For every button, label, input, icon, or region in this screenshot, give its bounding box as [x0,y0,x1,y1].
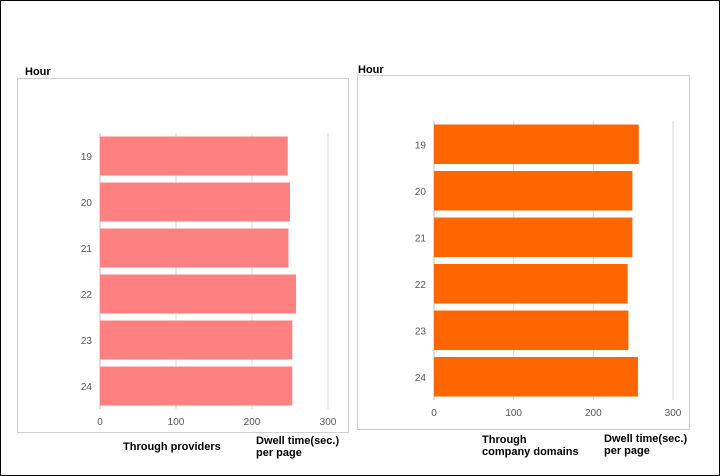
right-y-tick-label: 24 [415,373,427,384]
right-x-axis-title: Dwell time(sec.) per page [604,433,687,457]
right-x-tick-label: 100 [505,408,522,419]
right-bar-24 [434,357,638,397]
right-y-tick-label: 20 [415,187,427,198]
left-bar-21 [100,228,289,268]
right-x-tick-label: 300 [665,408,682,419]
right-chart-subtitle-line1: Through [482,434,527,446]
left-y-tick-label: 21 [81,244,93,255]
right-bar-20 [434,171,633,211]
left-y-axis-title: Hour [25,66,51,78]
right-x-tick-label: 0 [431,408,437,419]
right-y-tick-label: 19 [415,140,427,151]
left-x-tick-label: 300 [320,417,337,428]
left-bar-24 [100,366,293,406]
right-y-tick-label: 21 [415,233,427,244]
left-chart-panel: 19 20 21 22 23 24 0 100 200 300 [17,78,349,433]
right-x-tick-label: 200 [585,408,602,419]
left-x-axis-title: Dwell time(sec.) per page [256,435,339,459]
left-y-tick-label: 24 [81,382,93,393]
left-bar-22 [100,274,297,314]
left-bar-chart: 19 20 21 22 23 24 0 100 200 300 [81,133,337,428]
left-x-tick-label: 100 [168,417,185,428]
left-y-tick-label: 23 [81,336,93,347]
right-bar-22 [434,264,628,304]
right-y-axis-title: Hour [358,64,384,76]
left-chart-subtitle: Through providers [123,441,221,453]
right-bar-19 [434,124,639,164]
left-bar-19 [100,136,288,176]
left-x-axis-title-line1: Dwell time(sec.) [256,435,340,447]
right-bar-21 [434,217,633,257]
left-x-tick-label: 200 [244,417,261,428]
right-y-tick-label: 22 [415,280,427,291]
left-y-tick-label: 19 [81,152,93,163]
left-y-tick-label: 20 [81,198,93,209]
right-chart-subtitle: Through company domains [482,434,579,458]
right-chart-panel: 19 20 21 22 23 24 0 100 200 300 [357,75,690,430]
right-x-axis-title-line2: per page [604,445,650,457]
left-x-tick-label: 0 [97,417,103,428]
left-bar-20 [100,182,290,222]
left-x-axis-title-line2: per page [256,447,302,459]
left-y-tick-label: 22 [81,290,93,301]
right-chart-subtitle-line2: company domains [482,446,579,458]
right-bar-23 [434,310,629,350]
right-bar-chart: 19 20 21 22 23 24 0 100 200 300 [415,121,682,419]
right-x-axis-title-line1: Dwell time(sec.) [604,433,688,445]
left-bar-23 [100,320,293,360]
right-y-tick-label: 23 [415,326,427,337]
